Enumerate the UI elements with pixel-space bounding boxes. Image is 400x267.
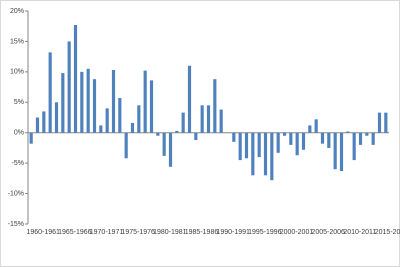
bar (73, 24, 78, 133)
bar (48, 52, 52, 133)
x-tick-label: 2000-2001 (280, 229, 314, 236)
bar (219, 109, 223, 133)
bar (352, 132, 356, 161)
y-tick-label: -10% (8, 190, 24, 197)
y-tick-label: 10% (10, 69, 24, 76)
x-tick-label: 1990-1991 (216, 229, 250, 236)
bar (137, 105, 141, 133)
bar (327, 132, 331, 148)
bar (105, 108, 109, 133)
bar (276, 132, 280, 153)
x-tick-label: 1975-1976 (121, 229, 155, 236)
bar (67, 41, 71, 133)
bar (251, 132, 255, 176)
bar (244, 132, 249, 159)
bar (175, 130, 179, 133)
bar (289, 132, 293, 145)
bar (270, 132, 274, 181)
y-tick-label: 20% (10, 8, 24, 15)
bar (377, 112, 382, 133)
bar (308, 125, 312, 133)
x-tick-label: 2010-2011 (343, 229, 376, 236)
bar (99, 125, 103, 133)
bar (384, 112, 388, 133)
y-tick-label: 5% (14, 99, 24, 106)
bar (339, 132, 344, 172)
bar (301, 132, 306, 150)
bar (314, 119, 318, 133)
x-tick-label: 1970-1971 (90, 229, 124, 236)
bar (295, 132, 299, 156)
bar (257, 132, 261, 158)
bar (29, 132, 33, 144)
bar (124, 132, 128, 159)
bar (213, 79, 217, 133)
bar (194, 132, 198, 141)
bar (232, 132, 236, 142)
bar (333, 132, 337, 170)
x-tick-label: 1995-1996 (248, 229, 282, 236)
bar (54, 102, 59, 133)
bar (143, 70, 147, 133)
y-tick-label: -5% (12, 160, 24, 167)
y-tick-label: 0% (14, 130, 24, 137)
bar (371, 132, 375, 145)
bar (181, 112, 185, 133)
bar (42, 111, 46, 133)
bar (320, 132, 325, 144)
y-tick-label: 15% (10, 38, 24, 45)
bar (111, 70, 116, 133)
bar (92, 79, 97, 133)
y-tick-label: -15% (8, 221, 24, 228)
bar (156, 132, 160, 136)
bar (130, 122, 135, 133)
bar (162, 132, 166, 156)
bar (358, 132, 363, 145)
bar (187, 65, 192, 133)
x-tick-label: 1965-1966 (58, 229, 92, 236)
bar (206, 105, 211, 133)
bar (263, 132, 268, 176)
bar (86, 68, 90, 133)
x-tick-label: 1960-1961 (26, 229, 60, 236)
bar (80, 71, 84, 133)
bar (35, 117, 40, 133)
bar (61, 73, 65, 133)
bar (346, 131, 350, 133)
bar (365, 132, 369, 136)
bar (118, 98, 122, 133)
bar (282, 132, 287, 136)
x-tick-label: 1985-1986 (185, 229, 219, 236)
x-tick-label: 1980-1981 (153, 229, 187, 236)
bar (200, 105, 204, 133)
x-tick-label: 2005-2006 (311, 229, 345, 236)
x-tick-label: 2015-2016 (375, 229, 400, 236)
bar (238, 132, 242, 161)
bar (149, 80, 154, 133)
bar (168, 132, 173, 167)
